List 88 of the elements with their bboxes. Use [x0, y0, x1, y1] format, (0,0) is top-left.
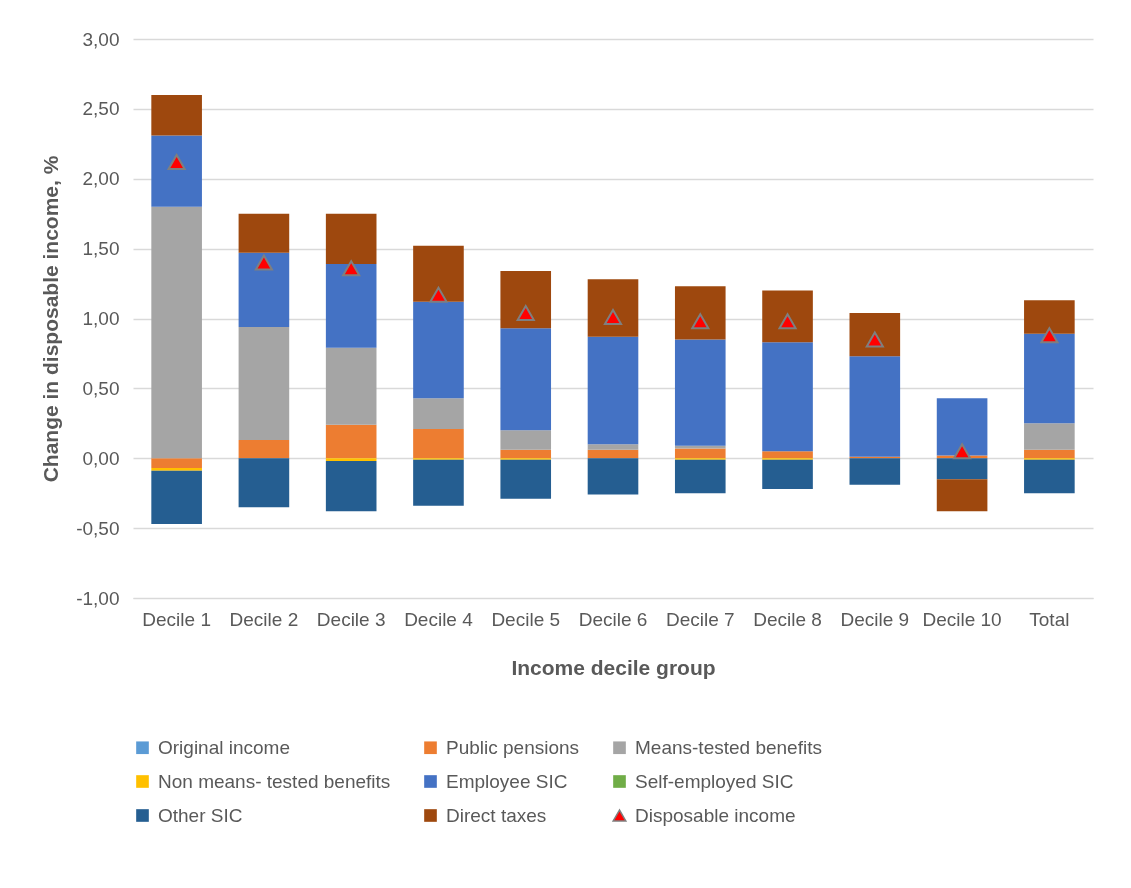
- legend-label: Means-tested benefits: [635, 736, 822, 758]
- y-axis-title: Change in disposable income, %: [39, 155, 63, 483]
- bar: [151, 470, 202, 524]
- bar: [325, 347, 377, 425]
- bar: [151, 468, 202, 471]
- bar: [936, 458, 988, 480]
- point: [342, 260, 361, 277]
- legend-label: Employee SIC: [446, 770, 568, 792]
- x-tick-label: Decile 10: [922, 608, 1002, 630]
- bar: [413, 459, 464, 506]
- x-tick-label: Decile 6: [578, 608, 648, 630]
- bar: [674, 339, 726, 446]
- legend-label: Self-employed SIC: [635, 770, 794, 792]
- bar: [238, 252, 290, 327]
- bar: [325, 213, 377, 264]
- bar: [587, 458, 639, 495]
- x-tick-label: Decile 5: [491, 608, 561, 630]
- x-tick-label: Decile 1: [142, 608, 211, 630]
- bar: [238, 458, 290, 508]
- point: [254, 254, 273, 271]
- x-tick-label: Decile 8: [753, 608, 822, 630]
- bar: [1024, 423, 1075, 450]
- point: [1040, 327, 1059, 344]
- y-tick-label: 0,00: [82, 447, 120, 469]
- legend-label: Non means- tested benefits: [158, 770, 391, 792]
- legend-label: Public pensions: [446, 736, 580, 758]
- x-axis-title: Income decile group: [511, 655, 716, 679]
- bar: [674, 286, 726, 340]
- y-tick-label: 3,00: [82, 28, 120, 50]
- x-tick-label: Total: [1029, 608, 1070, 630]
- bar: [413, 245, 464, 302]
- bar: [413, 398, 464, 429]
- y-tick-label: 1,00: [82, 308, 120, 329]
- bar: [151, 135, 202, 207]
- legend-label: Disposable income: [635, 804, 796, 826]
- bar: [1024, 449, 1075, 459]
- bar: [151, 458, 202, 469]
- bar: [325, 458, 377, 462]
- bar: [936, 398, 988, 456]
- bar: [151, 206, 202, 459]
- point: [516, 304, 535, 321]
- bar: [762, 451, 813, 459]
- bar: [587, 444, 639, 450]
- bar: [500, 430, 552, 450]
- bar: [587, 449, 639, 459]
- bar: [151, 94, 202, 136]
- bar: [762, 290, 813, 343]
- x-tick-label: Decile 9: [840, 608, 910, 630]
- bar: [762, 459, 813, 489]
- bar: [238, 440, 290, 459]
- bar: [1024, 333, 1075, 424]
- x-tick-label: Decile 4: [404, 608, 474, 630]
- x-tick-label: Decile 3: [316, 608, 386, 630]
- bar: [849, 312, 901, 357]
- y-tick-label: 2,00: [82, 168, 120, 190]
- bar: [500, 270, 552, 329]
- bar: [238, 213, 290, 253]
- bar: [325, 461, 377, 512]
- x-tick-label: Decile 7: [665, 608, 735, 630]
- point: [429, 286, 448, 303]
- bar: [413, 301, 464, 399]
- bar: [849, 356, 901, 457]
- bar: [413, 428, 464, 459]
- bar: [500, 449, 552, 459]
- bar: [674, 459, 726, 494]
- point: [953, 443, 972, 460]
- bar: [587, 279, 639, 337]
- bar: [674, 448, 726, 459]
- y-tick-label: 2,50: [82, 98, 120, 120]
- y-tick-label: -1,00: [76, 587, 120, 609]
- legend-label: Direct taxes: [446, 804, 547, 826]
- bar: [500, 328, 552, 431]
- bar: [849, 458, 901, 485]
- legend-label: Other SIC: [158, 804, 243, 826]
- bar: [325, 424, 377, 459]
- bar: [238, 326, 290, 441]
- bar: [587, 336, 639, 445]
- y-tick-label: 0,50: [82, 377, 120, 399]
- bar: [936, 479, 988, 512]
- legend-label: Original income: [158, 736, 290, 758]
- y-tick-label: 1,50: [82, 238, 120, 260]
- bar: [1024, 300, 1075, 334]
- bar: [762, 342, 813, 452]
- bar: [325, 264, 377, 348]
- x-tick-label: Decile 2: [229, 608, 299, 630]
- bar: [500, 459, 552, 499]
- y-tick-label: -0,50: [76, 517, 120, 539]
- bar: [1024, 459, 1075, 494]
